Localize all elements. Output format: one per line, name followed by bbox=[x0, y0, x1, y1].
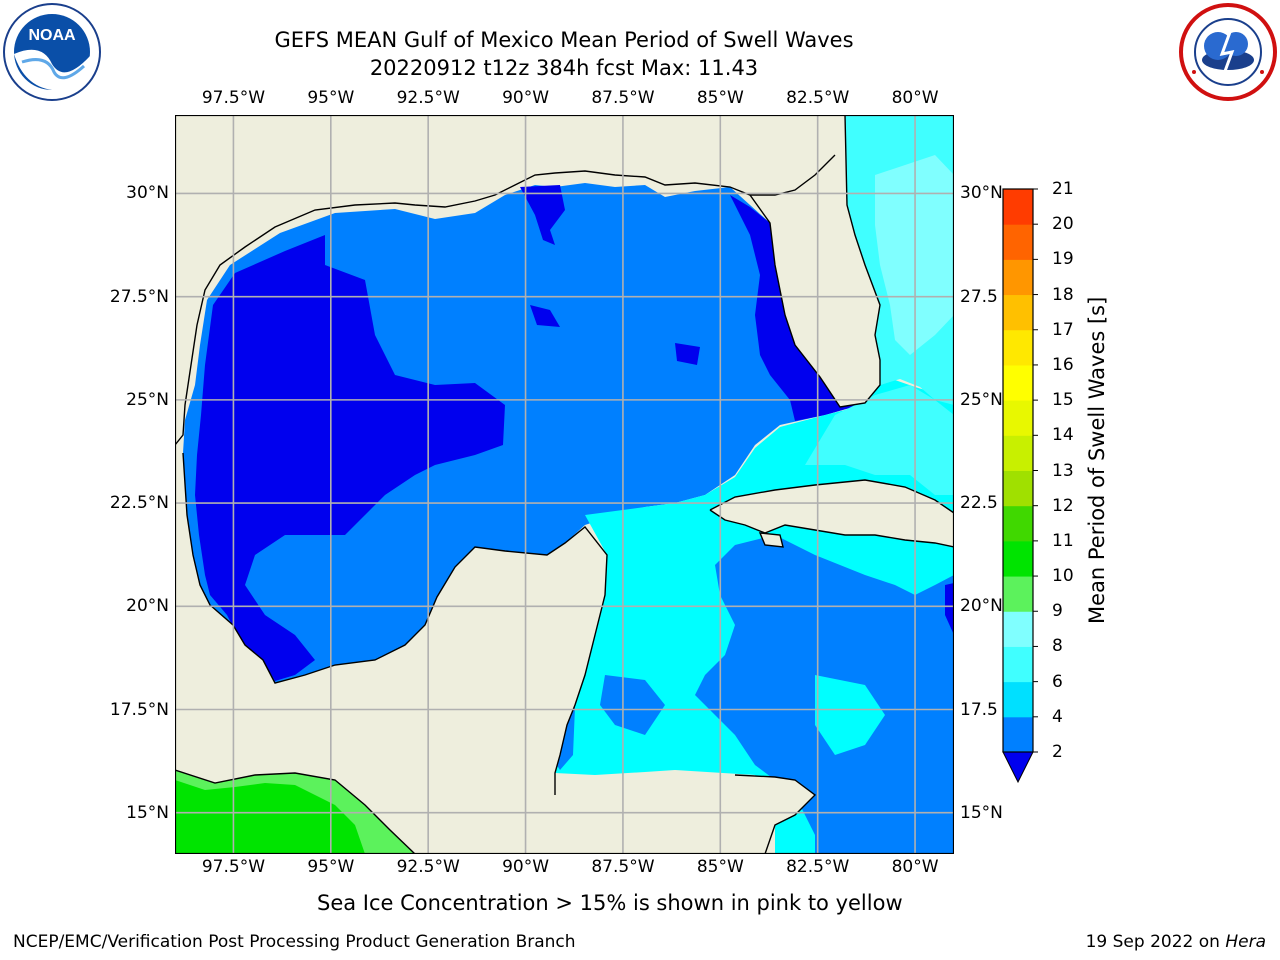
lat-tick-label-right: 22.5 bbox=[960, 493, 998, 514]
lat-tick-label-right: 30°N bbox=[960, 183, 1003, 204]
lat-tick-label-right: 15°N bbox=[960, 802, 1003, 823]
lat-tick-label-left: 27.5°N bbox=[109, 286, 169, 307]
colorbar-tick-label: 4 bbox=[1052, 706, 1063, 727]
land-jamaica bbox=[760, 533, 783, 547]
colorbar-swatch bbox=[1003, 294, 1033, 331]
footer-date: 19 Sep 2022 on Hera bbox=[1086, 932, 1266, 952]
colorbar-swatch bbox=[1003, 716, 1033, 753]
colorbar-tick-label: 6 bbox=[1052, 671, 1063, 692]
colorbar-swatch bbox=[1003, 505, 1033, 542]
colorbar-tick-label: 15 bbox=[1052, 390, 1074, 411]
colorbar-swatch bbox=[1003, 224, 1033, 260]
colorbar-tick-label: 9 bbox=[1052, 601, 1063, 622]
colorbar-swatch bbox=[1003, 681, 1033, 718]
colorbar-label: Mean Period of Swell Waves [s] bbox=[1085, 296, 1109, 624]
colorbar-swatch bbox=[1003, 470, 1033, 507]
land-us-gulf-coast bbox=[175, 115, 845, 445]
lon-tick-label-bot: 87.5°W bbox=[591, 857, 655, 877]
gulf-swell-dark-patch bbox=[520, 185, 565, 245]
colorbar-swatch bbox=[1003, 400, 1033, 436]
chart-subtitle: 20220912 t12z 384h fcst Max: 11.43 bbox=[369, 56, 759, 80]
colorbar-tick-label: 14 bbox=[1052, 425, 1074, 446]
colorbar-tick-label: 12 bbox=[1052, 495, 1074, 516]
colorbar-tick-label: 20 bbox=[1052, 214, 1074, 235]
lat-tick-label-left: 22.5°N bbox=[109, 493, 169, 514]
colorbar-extend-triangle bbox=[1002, 751, 1034, 784]
lat-tick-label-right: 17.5 bbox=[960, 699, 998, 720]
noaa-logo: NOAA bbox=[3, 3, 101, 101]
footer-machine: Hera bbox=[1225, 932, 1266, 952]
colorbar-tick-label: 2 bbox=[1052, 742, 1063, 762]
colorbar-swatch bbox=[1003, 611, 1033, 647]
chart-title: GEFS MEAN Gulf of Mexico Mean Period of … bbox=[274, 28, 854, 52]
map-frame bbox=[175, 115, 954, 854]
colorbar-swatch bbox=[1003, 540, 1033, 577]
colorbar-swatch bbox=[1003, 189, 1033, 225]
sea-ice-note: Sea Ice Concentration > 15% is shown in … bbox=[317, 891, 903, 915]
colorbar bbox=[1002, 188, 1038, 784]
lat-tick-label-left: 17.5°N bbox=[109, 699, 169, 720]
colorbar-tick-label: 13 bbox=[1052, 460, 1074, 481]
colorbar-tick-label: 18 bbox=[1052, 284, 1074, 305]
colorbar-tick-label: 11 bbox=[1052, 530, 1074, 551]
colorbar-tick-label: 8 bbox=[1052, 636, 1063, 657]
lon-tick-label-bot: 92.5°W bbox=[396, 857, 460, 877]
lat-tick-label-right: 25°N bbox=[960, 389, 1003, 410]
lon-tick-label-top: 85°W bbox=[696, 88, 744, 108]
lon-tick-label-top: 80°W bbox=[891, 88, 939, 108]
lon-tick-label-top: 97.5°W bbox=[201, 88, 266, 108]
gulf-swell-dark-patch bbox=[675, 343, 700, 365]
noaa-logo-text: NOAA bbox=[28, 27, 76, 44]
colorbar-swatch bbox=[1003, 329, 1033, 366]
lon-tick-label-top: 95°W bbox=[307, 88, 355, 108]
colorbar-tick-label: 21 bbox=[1052, 179, 1074, 199]
lat-tick-label-left: 15°N bbox=[126, 802, 169, 823]
colorbar-tick-label: 16 bbox=[1052, 354, 1074, 375]
footer-date-text: 19 Sep 2022 on bbox=[1085, 932, 1226, 952]
land-central-america bbox=[715, 775, 815, 854]
caribbean-swell-blue-patch bbox=[600, 675, 665, 735]
gulf-swell-dark-patch bbox=[530, 305, 560, 327]
nws-logo bbox=[1179, 3, 1277, 101]
lat-tick-label-left: 30°N bbox=[126, 183, 169, 204]
lat-tick-label-right: 27.5 bbox=[960, 286, 998, 307]
straits-swell-field bbox=[805, 385, 954, 495]
colorbar-swatch bbox=[1003, 646, 1033, 683]
colorbar-swatch bbox=[1003, 364, 1033, 401]
lon-tick-label-top: 82.5°W bbox=[786, 88, 850, 108]
lon-tick-label-top: 90°W bbox=[502, 88, 550, 108]
colorbar-tick-label: 19 bbox=[1052, 249, 1074, 270]
lon-tick-label-top: 92.5°W bbox=[396, 88, 460, 108]
lon-tick-label-bot: 95°W bbox=[307, 857, 355, 877]
colorbar-swatch bbox=[1003, 576, 1033, 612]
colorbar-tick-label: 17 bbox=[1052, 319, 1074, 340]
colorbar-swatch bbox=[1003, 259, 1033, 296]
colorbar-tick-label: 10 bbox=[1052, 566, 1074, 587]
lon-tick-label-bot: 82.5°W bbox=[786, 857, 850, 877]
gulf-swell-dark-west bbox=[195, 235, 505, 681]
lon-tick-label-bot: 85°W bbox=[696, 857, 744, 877]
colorbar-swatch bbox=[1003, 435, 1033, 471]
land-mexico-gulf bbox=[175, 445, 775, 854]
lon-tick-label-top: 87.5°W bbox=[591, 88, 655, 108]
lat-tick-label-left: 25°N bbox=[126, 389, 169, 410]
lat-tick-label-left: 20°N bbox=[126, 596, 169, 617]
lat-tick-label-right: 20°N bbox=[960, 596, 1003, 617]
lon-tick-label-bot: 90°W bbox=[502, 857, 550, 877]
footer-credit: NCEP/EMC/Verification Post Processing Pr… bbox=[13, 932, 576, 952]
caribbean-swell-cyan-patch bbox=[815, 675, 885, 755]
pacific-swell-green bbox=[175, 780, 365, 854]
map-panel bbox=[175, 115, 954, 854]
land-florida bbox=[750, 115, 880, 407]
lon-tick-label-bot: 97.5°W bbox=[201, 857, 266, 877]
lon-tick-label-bot: 80°W bbox=[891, 857, 939, 877]
caribbean-swell-dark-patch bbox=[945, 583, 954, 635]
